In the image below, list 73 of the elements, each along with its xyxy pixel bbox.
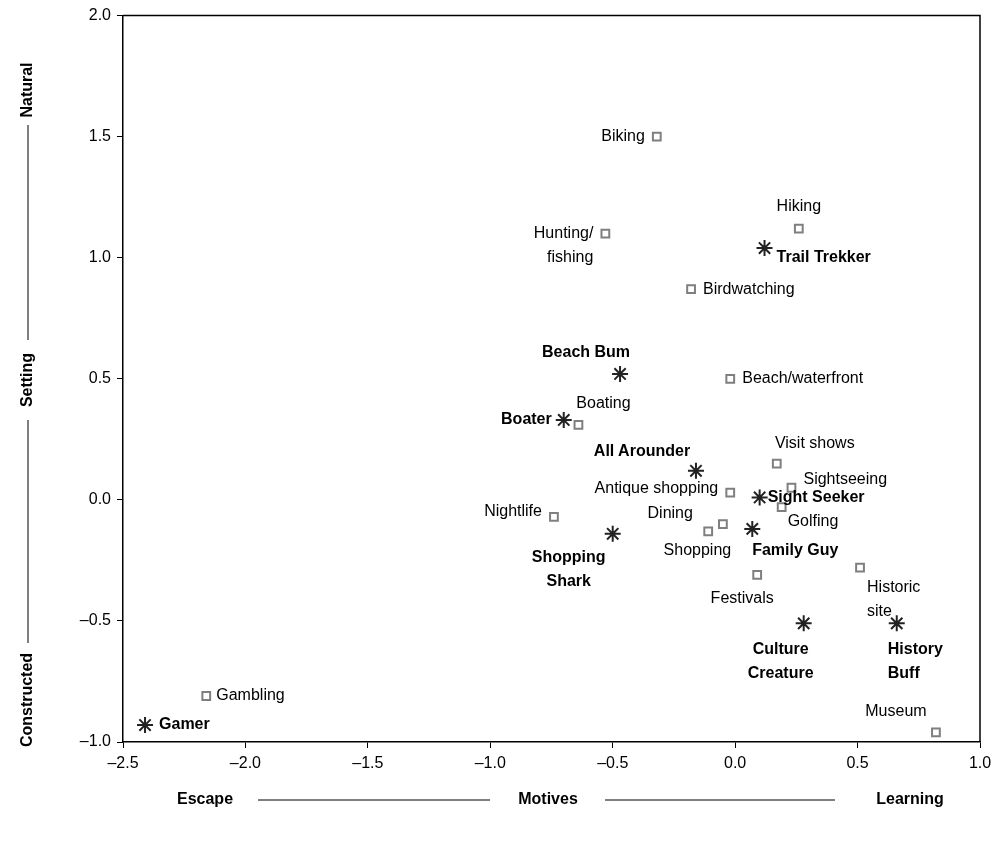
annotation: Beach/waterfront (742, 369, 864, 387)
annotation: Gambling (216, 686, 285, 704)
x-axis-title: Motives (518, 790, 578, 808)
annotation: Golfing (787, 511, 839, 529)
point (793, 223, 804, 234)
point (686, 461, 705, 480)
point (136, 716, 155, 735)
y-axis-title: Setting (18, 352, 36, 408)
y-tick-label: 1.5 (88, 127, 112, 145)
text: Constructed (18, 652, 36, 748)
text: Escape (176, 790, 234, 808)
annotation: Boater (501, 410, 552, 428)
point (554, 410, 573, 429)
annotation: Antique shopping (594, 479, 719, 497)
x-tick-label: 1.0 (968, 754, 992, 772)
annotation: Historic site (867, 578, 921, 620)
annotation: Sight Seeker (767, 487, 865, 505)
annotation: Hiking (776, 197, 822, 215)
point (718, 519, 728, 529)
annotation: Beach Bum (542, 343, 631, 361)
annotation: Museum (865, 701, 927, 719)
y-tick-label: 0.5 (88, 369, 112, 387)
annotation: Hunting/ fishing (533, 223, 594, 265)
point (600, 228, 611, 239)
annotation: Sightseeing (803, 470, 888, 488)
y-tick-label: 2.0 (88, 6, 112, 24)
point (752, 570, 763, 580)
y-tick-label: 0.0 (88, 490, 112, 508)
x-tick-label: –0.5 (597, 754, 629, 772)
x-tick-label: 0.5 (846, 754, 869, 772)
annotation: Birdwatching (703, 279, 795, 297)
point (887, 614, 906, 633)
point (549, 511, 559, 522)
point (743, 519, 762, 538)
annotation: Trail Trekker (776, 248, 871, 266)
y-tick-label: –0.5 (79, 611, 112, 629)
x-tick-label: 0.0 (724, 754, 747, 772)
point (794, 614, 813, 633)
annotation: Dining (647, 504, 693, 522)
y-tick-label: –1.0 (79, 732, 112, 750)
annotation: Gamer (159, 715, 210, 733)
y-tick-label: 1.0 (88, 248, 112, 266)
x-tick-label: –1.5 (352, 754, 384, 772)
x-tick-label: –2.0 (229, 754, 262, 772)
point (725, 487, 736, 498)
point (703, 526, 714, 537)
text: Natural (18, 62, 36, 118)
annotation: Shopping (663, 540, 732, 558)
point (931, 727, 941, 738)
point (750, 488, 769, 507)
annotation: Visit shows (774, 433, 855, 451)
x-tick-label: –2.5 (107, 754, 139, 772)
annotation: All Arounder (593, 442, 691, 460)
annotation: Nightlife (484, 502, 543, 520)
annotation: Family Guy (752, 541, 839, 559)
annotation: History Buff (887, 639, 943, 681)
point (855, 562, 865, 573)
point (686, 284, 696, 295)
point (771, 458, 782, 469)
annotation: Festivals (710, 589, 774, 607)
annotation: Shopping Shark (531, 548, 606, 590)
point (755, 239, 774, 258)
point (603, 524, 622, 543)
annotation: Culture Creature (747, 639, 814, 681)
point (201, 691, 212, 701)
point (573, 419, 584, 430)
point (725, 373, 736, 384)
point (651, 131, 662, 142)
point (611, 364, 630, 383)
annotation: Boating (576, 394, 631, 412)
annotation: Biking (601, 127, 645, 145)
text: Learning (876, 790, 944, 808)
x-tick-label: –1.0 (474, 754, 506, 772)
